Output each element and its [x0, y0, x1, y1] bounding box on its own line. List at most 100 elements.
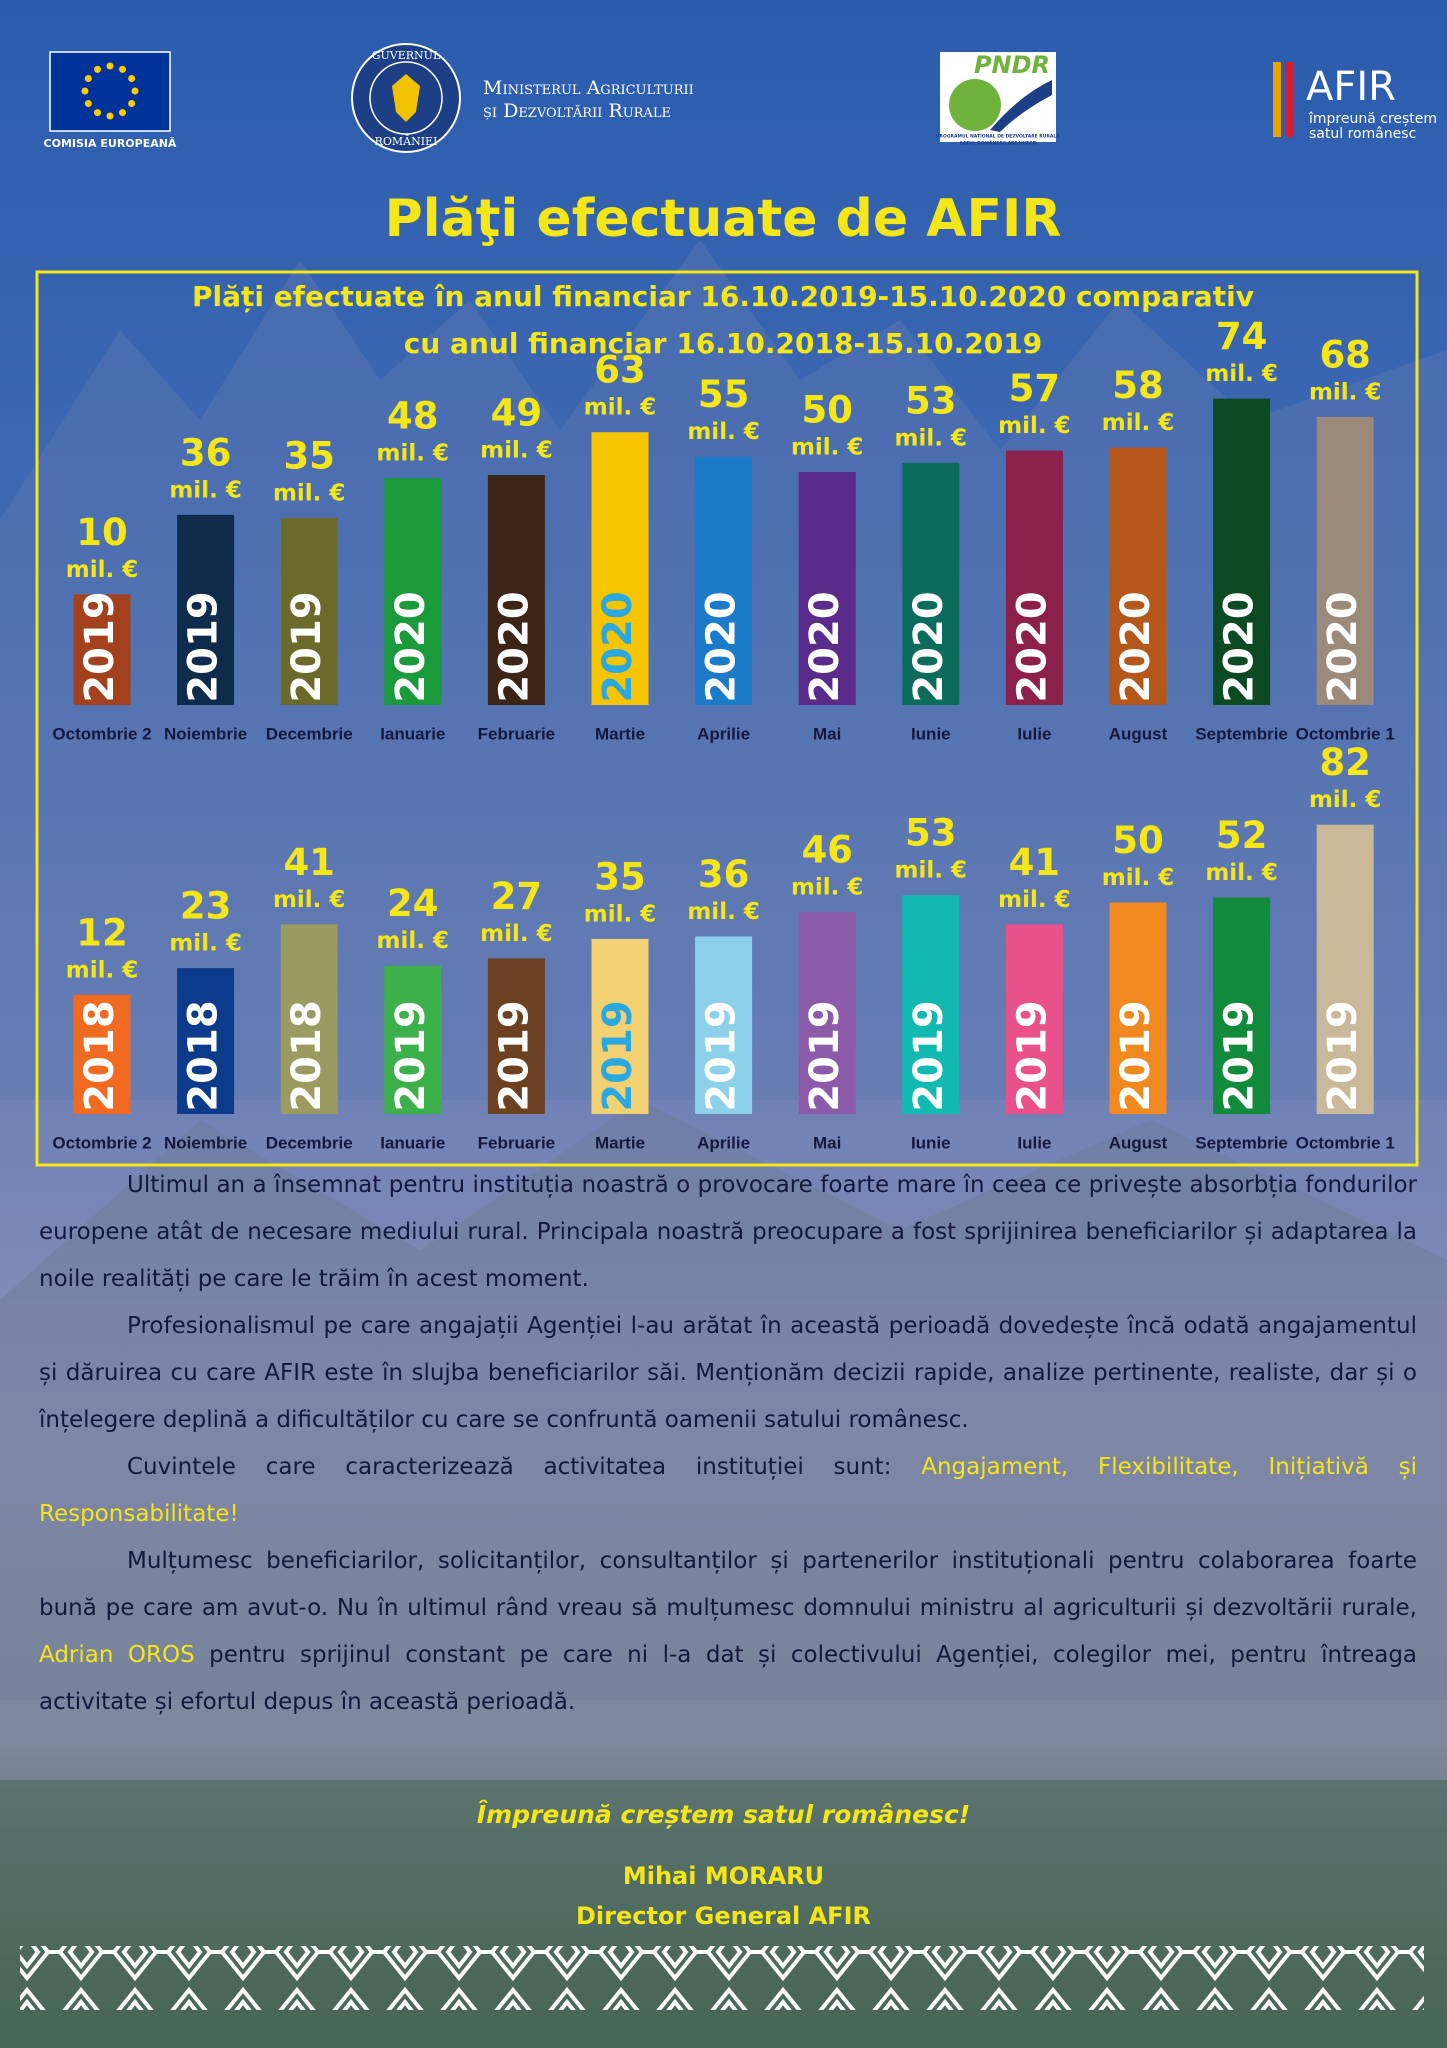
value-label: 46 [801, 829, 853, 872]
category-label: Septembrie [1195, 1133, 1288, 1152]
eu-star [128, 100, 136, 107]
bar [1316, 416, 1374, 705]
bar [902, 895, 960, 1114]
category-label: Septembrie [1195, 724, 1288, 743]
value-label: 52 [1216, 814, 1268, 857]
category-label: Iulie [1017, 724, 1051, 743]
highlight: Angajament, Flexibilitate, Inițiativă și… [39, 1454, 1417, 1527]
eu-star [119, 65, 126, 73]
category-label: August [1109, 724, 1168, 743]
year-label: 2020 [699, 591, 745, 702]
category-label: Decembrie [266, 1133, 353, 1152]
value-label: 55 [698, 373, 750, 416]
year-label: 2018 [77, 1000, 123, 1111]
value-unit: mil. € [1205, 361, 1277, 387]
charts: 10 mil. € 2019 Octombrie 2 36 mil. € 2019 Noiem… [52, 315, 1394, 1152]
year-label: 2019 [284, 591, 330, 702]
eu-star [94, 109, 101, 117]
bar [1213, 897, 1271, 1114]
year-label: 2019 [906, 1000, 952, 1111]
bar [1005, 924, 1063, 1114]
year-label: 2020 [388, 591, 434, 702]
value-unit: mil. € [584, 395, 656, 421]
category-label: Noiembrie [164, 1133, 247, 1152]
pndr-caption: SATUL ROMÂNESC ARE VIITOR [960, 140, 1037, 147]
value-label: 58 [1112, 364, 1164, 407]
year-label: 2019 [77, 591, 123, 702]
ornament-border [20, 1946, 1424, 2010]
bar [1109, 447, 1167, 705]
bar [591, 938, 649, 1114]
year-label: 2019 [595, 1000, 641, 1111]
eu-star [81, 87, 89, 95]
text: Cuvintele care caracterizează activitate… [127, 1454, 922, 1480]
pndr-caption: PROGRAMUL NAȚIONAL DE DEZVOLTARE RURALĂ [936, 133, 1060, 140]
value-unit: mil. € [998, 887, 1070, 913]
value-unit: mil. € [791, 875, 863, 901]
year-label: 2019 [1217, 1000, 1263, 1111]
bar [384, 965, 442, 1114]
year-label: 2020 [906, 591, 952, 702]
charts-frame [35, 270, 1419, 1167]
value-unit: mil. € [377, 441, 449, 467]
year-label: 2020 [1009, 591, 1055, 702]
bar [487, 958, 545, 1114]
signature-name: Mihai MORARU [622, 1862, 825, 1890]
eu-star [106, 62, 114, 70]
eu-star [128, 75, 136, 82]
category-label: Octombrie 2 [52, 724, 151, 743]
category-label: Martie [595, 724, 645, 743]
year-label: 2019 [491, 1000, 537, 1111]
value-unit: mil. € [273, 480, 345, 506]
bar [1005, 450, 1063, 705]
afir-tagline: împreună creștem [1308, 111, 1437, 127]
value-label: 10 [76, 511, 128, 554]
value-unit: mil. € [169, 477, 241, 503]
hills [0, 1100, 1447, 1700]
value-label: 49 [491, 392, 543, 435]
text: Ultimul an a însemnat pentru instituția … [39, 1172, 1417, 1292]
bar [902, 462, 960, 705]
bar [384, 478, 442, 705]
category-label: Noiembrie [164, 724, 247, 743]
value-label: 12 [76, 911, 128, 954]
eu-caption: COMISIA EUROPEANĂ [44, 137, 177, 150]
year-label: 2020 [802, 591, 848, 702]
charts-title: cu anul financiar 16.10.2018-15.10.2019 [404, 327, 1042, 360]
value-unit: mil. € [377, 928, 449, 954]
value-label: 35 [594, 855, 646, 898]
year-label: 2018 [284, 1000, 330, 1111]
category-label: Ianuarie [380, 1133, 445, 1152]
category-label: Iulie [1017, 1133, 1051, 1152]
bar [280, 517, 338, 705]
bar [695, 936, 753, 1114]
value-label: 23 [180, 885, 232, 928]
year-label: 2020 [595, 591, 641, 702]
eu-star [131, 87, 139, 95]
year-label: 2020 [1217, 591, 1263, 702]
value-unit: mil. € [895, 858, 967, 884]
text: Profesionalismul pe care angajații Agenț… [39, 1313, 1417, 1433]
value-unit: mil. € [1205, 860, 1277, 886]
category-label: Martie [595, 1133, 645, 1152]
value-unit: mil. € [480, 921, 552, 947]
afir-mark [1273, 62, 1281, 137]
year-label: 2020 [491, 591, 537, 702]
value-label: 82 [1319, 741, 1371, 784]
value-label: 27 [491, 875, 543, 918]
bar [1109, 902, 1167, 1114]
bar [798, 912, 856, 1114]
afir-tagline: satul românesc [1309, 126, 1416, 142]
gov-ring-top: GUVERNUL [372, 49, 441, 62]
value-label: 68 [1319, 333, 1371, 376]
ministry-line: și Dezvoltării Rurale [483, 100, 671, 122]
text: Mulțumesc beneficiarilor, solicitanților… [39, 1548, 1417, 1621]
pndr-logo-text: PNDR [974, 51, 1050, 79]
category-label: Octombrie 1 [1296, 724, 1395, 743]
year-label: 2019 [802, 1000, 848, 1111]
category-label: Octombrie 1 [1296, 1133, 1395, 1152]
bar [695, 456, 753, 705]
value-label: 48 [387, 395, 439, 438]
closing: Împreună creștem satul românesc! [476, 1800, 971, 1829]
